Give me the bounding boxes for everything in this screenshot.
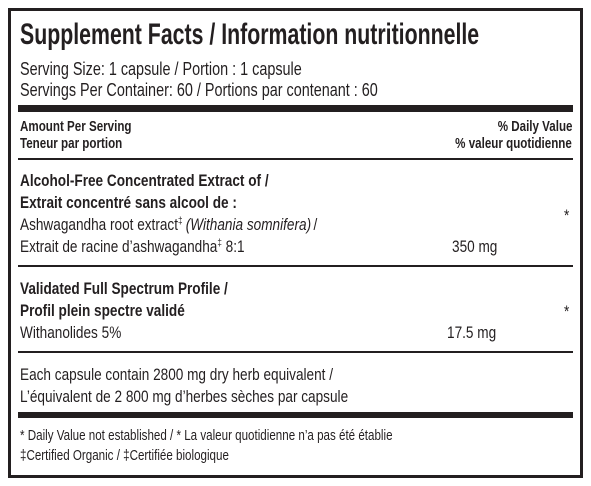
text: * Daily Value not established / * La val…: [20, 428, 393, 444]
text: Each capsule contain 2800 mg dry herb eq…: [20, 365, 333, 384]
serving-size: Serving Size: 1 capsule / Portion : 1 ca…: [20, 60, 372, 78]
ingredient-heading: Extrait concentré sans alcool de :: [20, 194, 291, 211]
footnote: * Daily Value not established / * La val…: [20, 429, 486, 444]
text: % valeur quotidienne: [455, 136, 572, 152]
text: ‡: [217, 237, 222, 249]
text: Extrait de racine d’ashwagandha: [20, 237, 218, 256]
amount: 17.5 mg: [447, 324, 508, 341]
border: [8, 8, 583, 478]
text: Profil plein spectre validé: [20, 301, 185, 320]
title: Supplement Facts / Information nutrition…: [20, 20, 591, 50]
equivalent: Each capsule contain 2800 mg dry herb eq…: [20, 366, 411, 383]
text: Servings Per Container: 60 / Portions pa…: [20, 80, 378, 100]
footnote: ‡Certified Organic / ‡Certifiée biologiq…: [20, 449, 281, 464]
rule: [18, 265, 573, 267]
equivalent: L’équivalent de 2 800 mg d’herbes sèches…: [20, 388, 430, 405]
text: 8:1: [225, 237, 245, 256]
ingredient-line: Withanolides 5%: [20, 324, 147, 341]
servings-per-container: Servings Per Container: 60 / Portions pa…: [20, 81, 467, 99]
ingredient-line: Ashwagandha root extract‡ (Withania somni…: [20, 216, 392, 233]
text: Ashwagandha root extract: [20, 215, 179, 234]
rule: [18, 351, 573, 353]
ingredient-heading: Profil plein spectre validé: [20, 302, 226, 319]
text: Extrait concentré sans alcool de :: [20, 193, 237, 212]
text: Withanolides 5%: [20, 323, 122, 342]
text: 17.5 mg: [447, 323, 497, 342]
amount: 350 mg: [452, 238, 509, 255]
thick-rule: [18, 105, 573, 112]
ingredient-heading: Alcohol-Free Concentrated Extract of /: [20, 172, 331, 189]
text: (Withania somnifera): [185, 215, 312, 234]
text: Alcohol-Free Concentrated Extract of /: [20, 171, 269, 190]
text: Supplement Facts / Information nutrition…: [20, 18, 480, 51]
text: Serving Size: 1 capsule / Portion : 1 ca…: [20, 59, 302, 79]
text: % Daily Value: [497, 119, 572, 135]
daily-value: *: [564, 207, 571, 224]
text: 350 mg: [452, 237, 498, 256]
text: Amount Per Serving: [20, 119, 132, 135]
text: ‡: [178, 215, 183, 227]
text: Teneur par portion: [20, 136, 123, 152]
text: *: [564, 302, 570, 321]
ingredient-heading: Validated Full Spectrum Profile /: [20, 280, 280, 297]
text: /: [313, 215, 318, 234]
text: *: [564, 206, 570, 225]
text: Validated Full Spectrum Profile /: [20, 279, 228, 298]
daily-value-header: % valeur quotidienne: [426, 137, 572, 152]
thick-rule: [18, 412, 573, 418]
ingredient-line: Extrait de racine d’ashwagandha‡ 8:1: [20, 238, 301, 255]
daily-value: *: [564, 303, 571, 320]
daily-value-header: % Daily Value: [479, 119, 572, 135]
amount-header: Amount Per Serving: [20, 120, 159, 135]
text: ‡Certified Organic / ‡Certifiée biologiq…: [20, 448, 229, 464]
amount-header: Teneur par portion: [20, 137, 148, 152]
text: L’équivalent de 2 800 mg d’herbes sèches…: [20, 387, 349, 406]
rule: [18, 158, 573, 160]
